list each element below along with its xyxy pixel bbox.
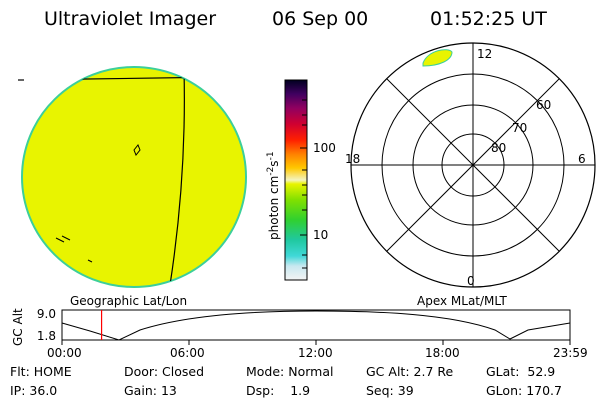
- orbit-altitude-plot[interactable]: [61, 309, 571, 341]
- orbit-altitude-curve: [61, 310, 571, 341]
- mlt-label-6: 6: [578, 152, 586, 166]
- header-date: 06 Sep 00: [272, 8, 369, 30]
- mlat-label-80: 80: [491, 141, 506, 155]
- apex-projection-label: Apex MLat/MLT: [417, 294, 507, 308]
- status-door: Door: Closed: [124, 364, 205, 379]
- orbit-ymin-label: 1.8: [37, 329, 56, 343]
- color-scale-bar: [284, 79, 308, 281]
- polar-auroral-patch: [422, 49, 453, 67]
- orbit-xtick-4: 23:59: [553, 346, 588, 360]
- orbit-xtick-3: 18:00: [425, 346, 460, 360]
- orbit-xtick-1: 06:00: [170, 346, 205, 360]
- mlat-label-60: 60: [536, 98, 551, 112]
- geographic-projection-label: Geographic Lat/Lon: [70, 294, 188, 308]
- header-time: 01:52:25 UT: [430, 8, 547, 30]
- status-flt: Flt: HOME: [10, 364, 72, 379]
- color-scale-tick-100: 100: [313, 141, 336, 155]
- status-glat: GLat: 52.9: [486, 364, 556, 379]
- color-scale-ticks: [300, 99, 307, 269]
- status-gc-alt: GC Alt: 2.7 Re: [366, 364, 454, 379]
- orbit-ylabel: GC Alt: [11, 308, 25, 346]
- status-dsp: Dsp: 1.9: [246, 383, 311, 398]
- instrument-title: Ultraviolet Imager: [44, 8, 217, 30]
- mlat-label-70: 70: [512, 121, 527, 135]
- status-mode: Mode: Normal: [246, 364, 334, 379]
- mlt-label-0: 0: [467, 274, 475, 288]
- status-glon: GLon: 170.7: [486, 383, 562, 398]
- color-scale-tick-10: 10: [313, 228, 328, 242]
- color-scale-unit-label: photon cm-2s-1: [266, 151, 281, 240]
- mlt-label-12: 12: [477, 47, 492, 61]
- orbit-xtick-0: 00:00: [47, 346, 82, 360]
- status-gain: Gain: 13: [124, 383, 177, 398]
- orbit-axis-ticks: [61, 340, 571, 345]
- status-seq: Seq: 39: [366, 383, 414, 398]
- mlt-label-18: 18: [345, 152, 360, 166]
- status-ip: IP: 36.0: [10, 383, 58, 398]
- orbit-xtick-2: 12:00: [298, 346, 333, 360]
- orbit-ymax-label: 9.0: [37, 307, 56, 321]
- polar-mlat-mlt-plot[interactable]: [350, 42, 596, 288]
- uv-earth-image[interactable]: [18, 66, 247, 288]
